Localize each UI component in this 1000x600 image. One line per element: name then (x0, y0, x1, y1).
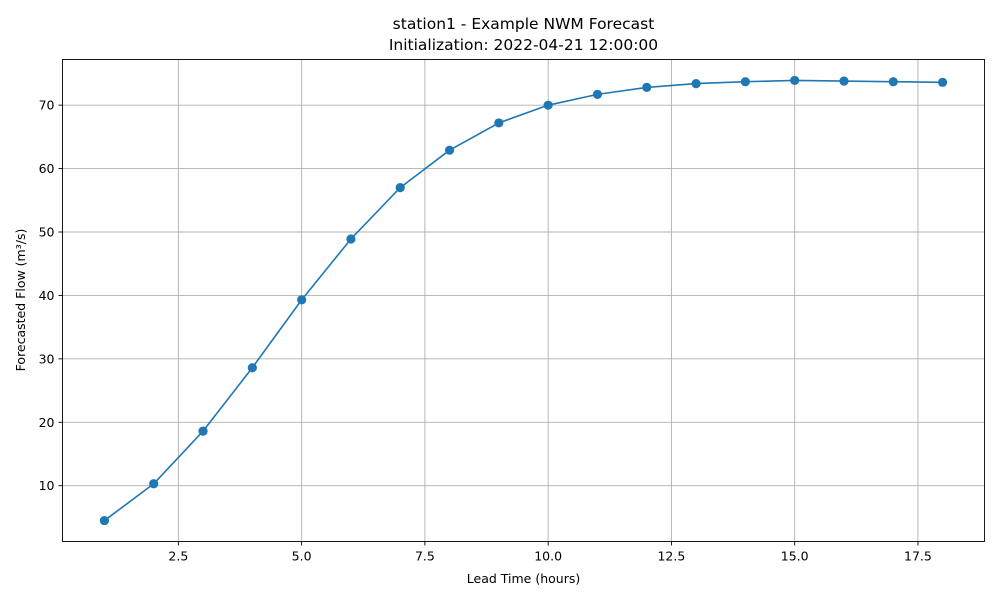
series-line (103, 79, 943, 522)
data-point (691, 79, 701, 89)
data-point (297, 295, 307, 305)
data-point (740, 77, 750, 87)
x-tick-label: 7.5 (415, 549, 435, 564)
x-tick-label: 12.5 (657, 549, 685, 564)
y-tick-label: 60 (39, 161, 55, 176)
data-point (839, 76, 849, 86)
data-point (247, 363, 257, 373)
data-point (99, 515, 110, 526)
data-point (592, 89, 603, 99)
x-tick-label: 5.0 (292, 549, 312, 564)
y-tick-label: 40 (39, 288, 55, 303)
data-point (395, 183, 405, 193)
y-tick-label: 70 (39, 98, 55, 113)
y-tick-label: 20 (39, 415, 55, 430)
data-point (494, 118, 504, 128)
y-tick-label: 30 (39, 351, 55, 366)
data-point (198, 426, 208, 436)
data-point (888, 77, 898, 87)
plot-frame (62, 59, 985, 542)
x-tick-label: 10.0 (534, 549, 562, 564)
y-tick-label: 10 (39, 478, 55, 493)
grid (62, 59, 985, 542)
x-tick-label: 2.5 (168, 549, 188, 564)
x-tick-label: 15.0 (781, 549, 809, 564)
data-point (444, 145, 455, 155)
y-axis-label: Forecasted Flow (m³/s) (13, 229, 28, 372)
ticks: 2.5 5.0 7.5 10.0 12.5 15.0 17.5 10 20 30 40 50 60 70 (39, 98, 932, 564)
chart-subtitle: Initialization: 2022-04-21 12:00:00 (389, 36, 658, 54)
chart-title: station1 - Example NWM Forecast (393, 15, 655, 33)
data-point (346, 234, 356, 244)
data-point (642, 82, 652, 93)
series-layer (99, 75, 948, 526)
y-tick-label: 50 (39, 225, 55, 240)
data-point (543, 100, 553, 110)
x-axis-label: Lead Time (hours) (467, 571, 580, 586)
data-point (790, 75, 800, 86)
x-tick-label: 17.5 (904, 549, 932, 564)
data-point (149, 479, 159, 489)
data-point (937, 77, 948, 87)
